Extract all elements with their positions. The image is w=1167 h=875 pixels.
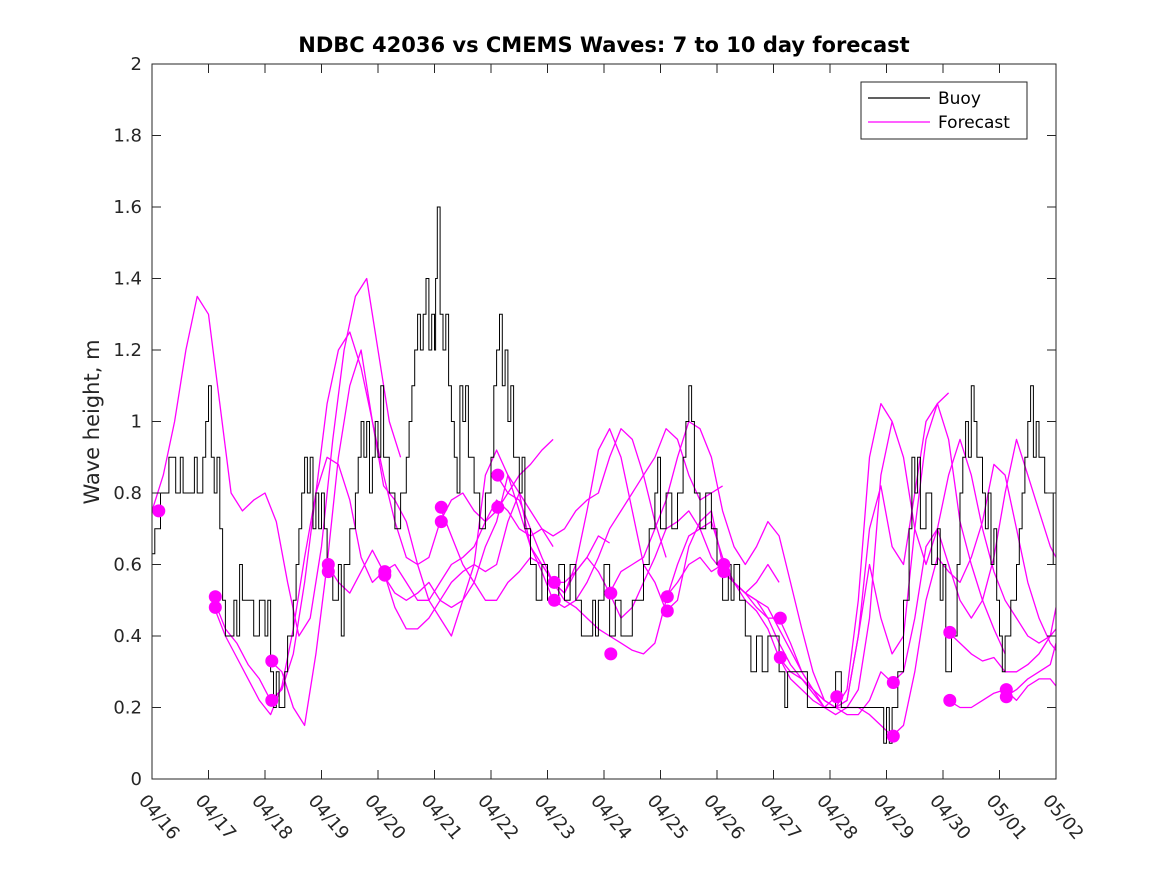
- forecast-start-markers: [152, 468, 1013, 743]
- forecast-start-marker-14: [547, 575, 561, 589]
- legend-buoy-label: Buoy: [938, 89, 981, 109]
- forecast-start-marker-2: [208, 590, 222, 604]
- y-tick-label: 2: [131, 54, 142, 75]
- plot-area: [152, 206, 1056, 744]
- forecast-start-marker-27: [943, 625, 957, 639]
- y-tick-label: 1.6: [113, 197, 142, 218]
- y-tick-label: 0.8: [113, 483, 142, 504]
- forecast-series-13: [778, 438, 1056, 716]
- y-axis-label: Wave height, m: [80, 339, 104, 504]
- y-tick-label: 1: [131, 412, 142, 433]
- forecast-start-marker-12: [491, 468, 505, 482]
- forecast-series-1: [152, 277, 402, 637]
- y-axis-ticks: 0 0.2 0.4 0.6 0.8 1 1.2 1.4 1.6 1.8 2: [113, 54, 1056, 790]
- forecast-start-marker-1: [152, 504, 166, 518]
- legend: Buoy Forecast: [860, 81, 1028, 140]
- buoy-series: [152, 206, 1056, 744]
- forecast-start-marker-9: [378, 568, 392, 582]
- y-tick-label: 0.4: [113, 626, 142, 647]
- forecast-start-marker-21: [717, 565, 731, 579]
- forecast-start-marker-24: [830, 690, 844, 704]
- buoy-line: [152, 206, 1056, 744]
- y-tick-label: 1.2: [113, 340, 142, 361]
- forecast-start-marker-30: [999, 690, 1013, 704]
- forecast-start-marker-13: [491, 500, 505, 514]
- legend-box: [860, 81, 1028, 140]
- y-tick-label: 0.2: [113, 698, 142, 719]
- forecast-start-marker-18: [660, 590, 674, 604]
- legend-forecast-label: Forecast: [938, 113, 1010, 133]
- forecast-series-14: [835, 463, 1056, 737]
- forecast-series-16: [1004, 642, 1056, 698]
- forecast-start-marker-4: [265, 654, 279, 668]
- y-tick-label: 0: [131, 769, 142, 790]
- forecast-start-marker-16: [604, 586, 618, 600]
- y-tick-label: 0.6: [113, 555, 142, 576]
- forecast-start-marker-19: [660, 604, 674, 618]
- forecast-start-marker-25: [886, 676, 900, 689]
- forecast-start-marker-7: [321, 565, 335, 579]
- forecast-start-marker-3: [208, 600, 222, 614]
- forecast-start-marker-26: [886, 729, 900, 743]
- forecast-start-marker-15: [547, 593, 561, 607]
- forecast-start-marker-11: [434, 515, 448, 529]
- y-tick-label: 1.4: [113, 269, 142, 290]
- forecast-start-marker-28: [943, 693, 957, 707]
- forecast-start-marker-10: [434, 500, 448, 514]
- y-tick-label: 1.8: [113, 126, 142, 147]
- forecast-start-marker-22: [773, 611, 787, 625]
- forecast-start-marker-23: [773, 651, 787, 664]
- forecast-start-marker-17: [604, 647, 618, 661]
- forecast-start-marker-5: [265, 693, 279, 707]
- chart-title: NDBC 42036 vs CMEMS Waves: 7 to 10 day f…: [298, 33, 909, 57]
